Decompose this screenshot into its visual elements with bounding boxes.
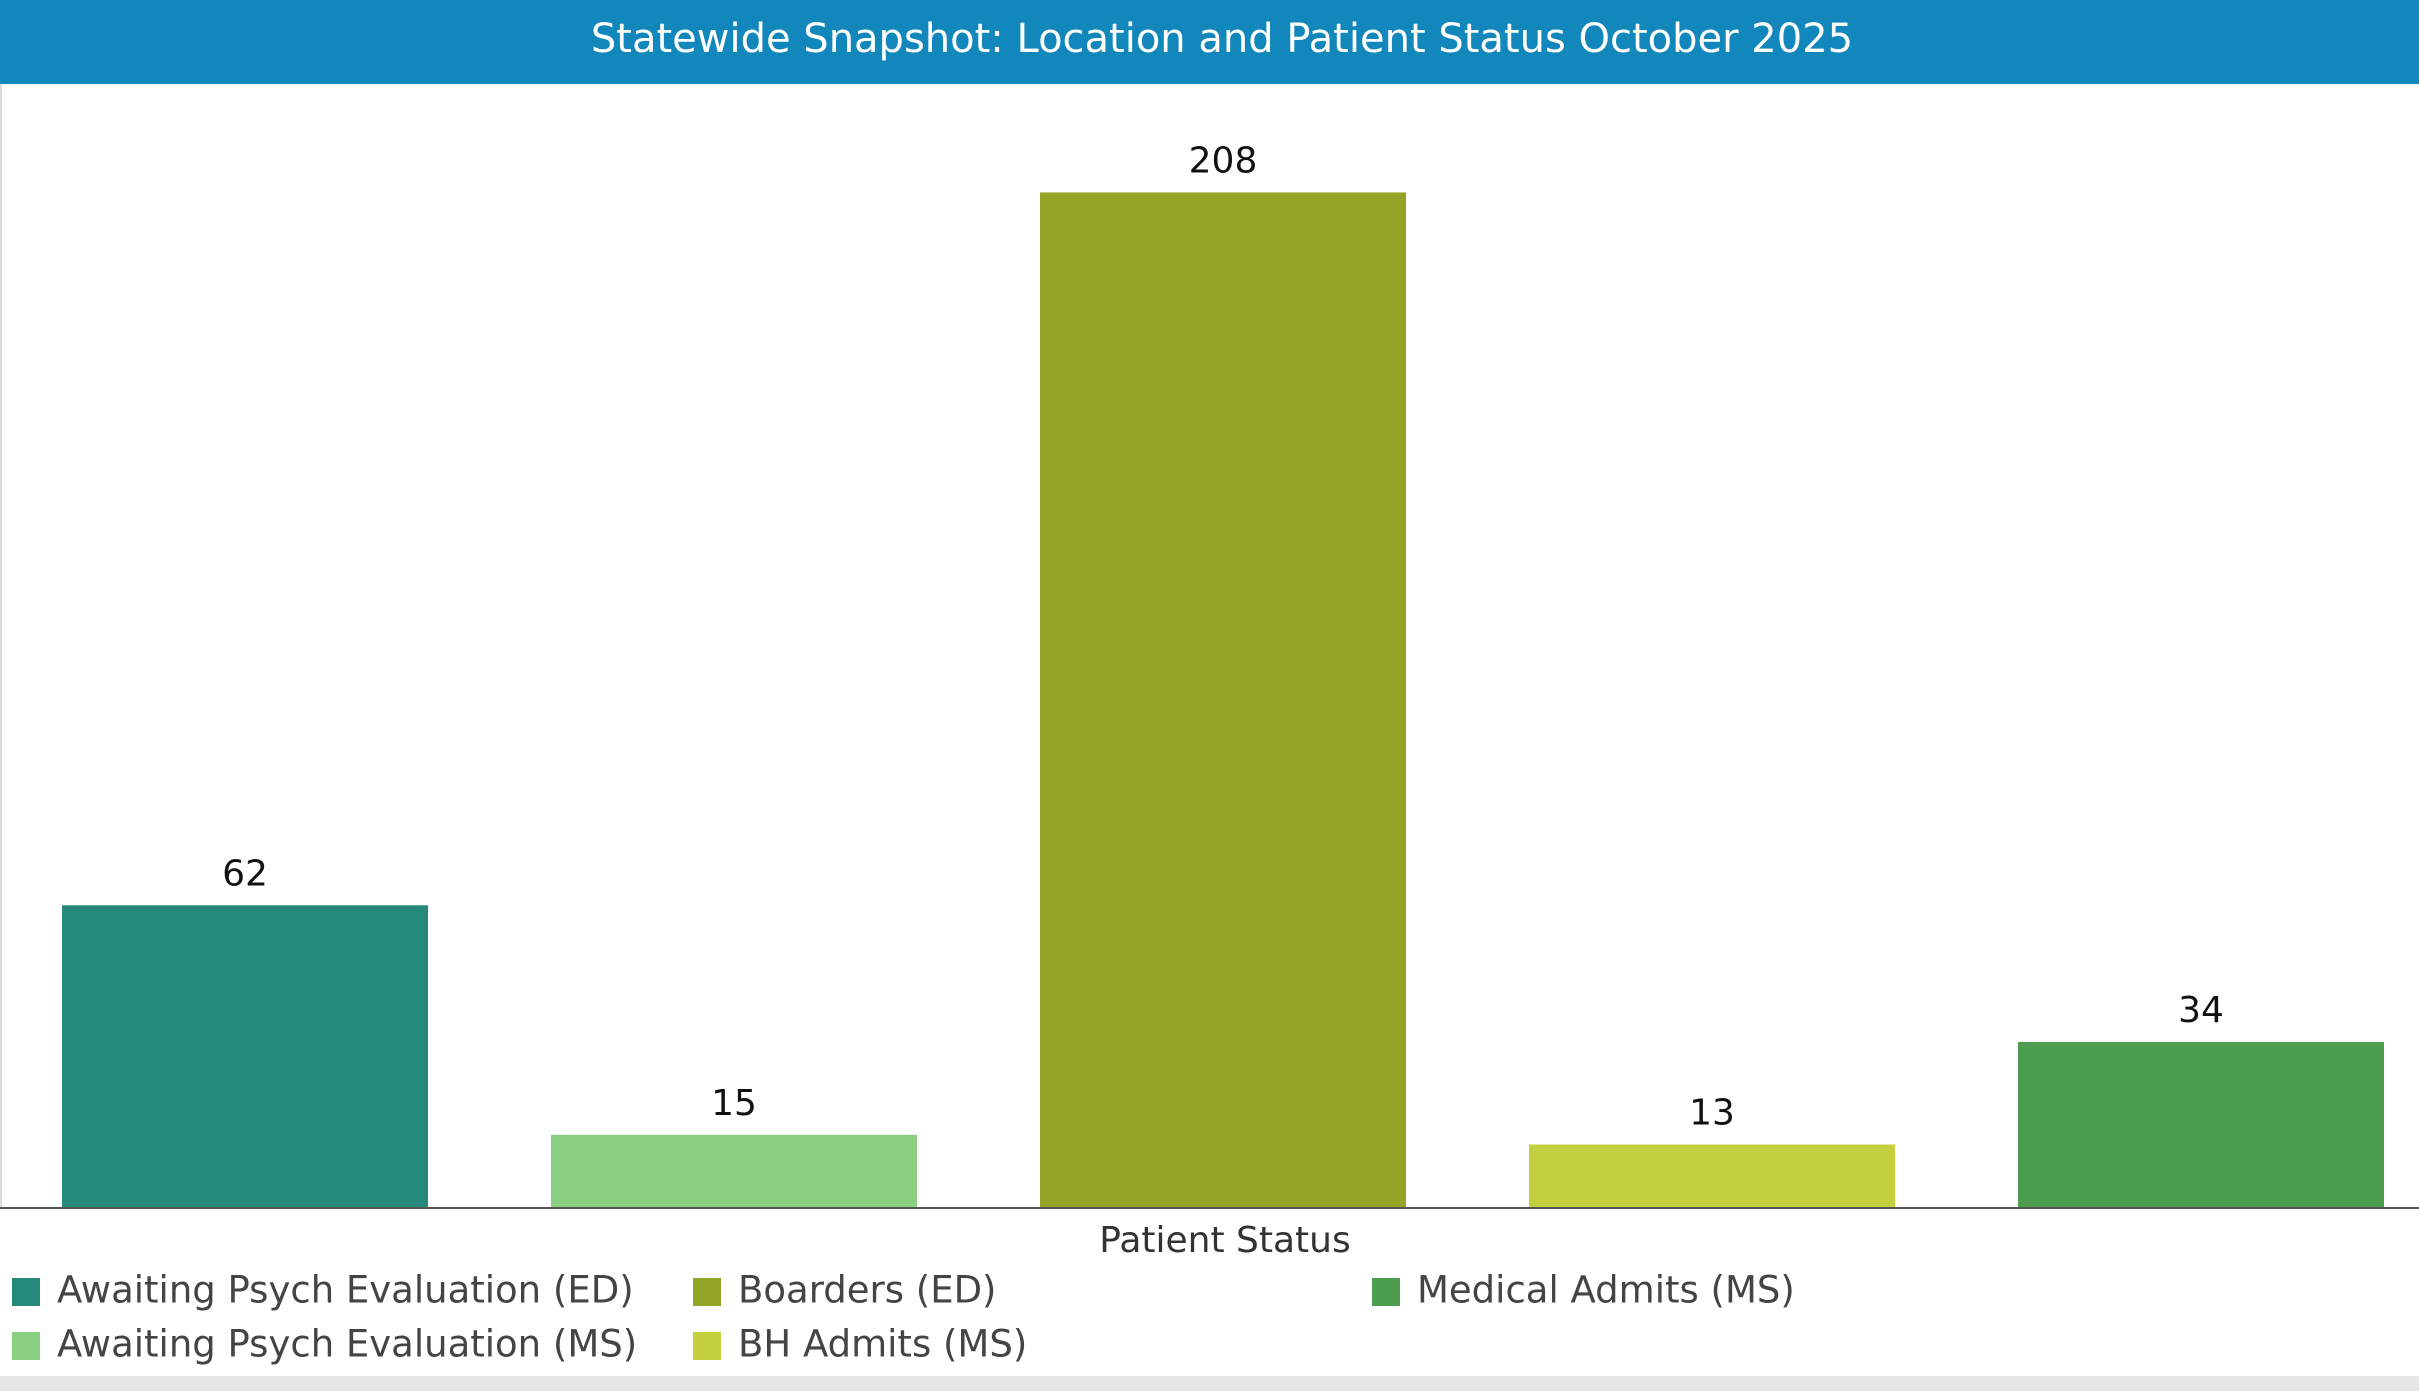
data-label: 62	[222, 853, 268, 894]
data-label: 15	[711, 1083, 757, 1124]
chart-title: Statewide Snapshot: Location and Patient…	[591, 16, 1853, 62]
data-label: 34	[2178, 990, 2224, 1031]
data-label: 13	[1689, 1093, 1735, 1134]
data-label: 208	[1189, 140, 1258, 181]
legend-swatch	[693, 1278, 721, 1306]
legend-swatch	[693, 1332, 721, 1360]
legend-label: Awaiting Psych Evaluation (ED)	[57, 1269, 634, 1312]
legend-swatch	[1372, 1278, 1400, 1306]
legend-label: Medical Admits (MS)	[1417, 1269, 1795, 1312]
bar	[62, 905, 428, 1208]
bar	[1040, 192, 1406, 1209]
legend-label: BH Admits (MS)	[738, 1323, 1027, 1366]
bar	[551, 1134, 917, 1208]
legend-swatch	[12, 1278, 40, 1306]
header-bar	[0, 0, 2419, 84]
legend-swatch	[12, 1332, 40, 1360]
x-axis-label: Patient Status	[1099, 1220, 1351, 1261]
bar	[1529, 1144, 1895, 1208]
legend-label: Boarders (ED)	[738, 1269, 997, 1312]
bar	[2018, 1041, 2384, 1208]
footer-bar	[0, 1376, 2419, 1391]
legend-label: Awaiting Psych Evaluation (MS)	[57, 1323, 637, 1366]
